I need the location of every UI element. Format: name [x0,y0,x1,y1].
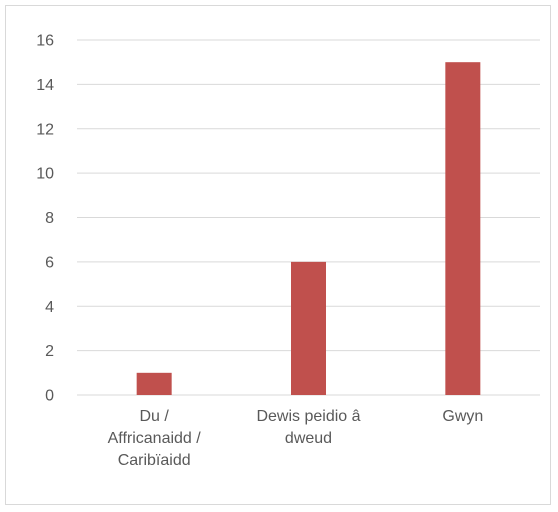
x-category-label: dweud [285,430,332,447]
x-category-label: Gwyn [442,408,483,425]
y-tick-label: 16 [36,33,54,50]
y-tick-label: 12 [36,121,54,138]
y-tick-label: 8 [45,210,54,227]
x-category-label: Du / [139,408,169,425]
x-category-label: Dewis peidio â [256,408,360,425]
x-category-label: Affricanaidd / [108,430,202,447]
bar [445,62,481,395]
x-category-label: Caribïaidd [118,452,191,469]
y-tick-label: 0 [45,388,54,405]
y-tick-label: 4 [45,299,54,316]
bar [291,261,326,395]
y-tick-label: 6 [45,254,54,271]
y-tick-label: 14 [36,77,54,94]
y-tick-label: 10 [36,166,54,183]
bar [136,372,172,395]
y-tick-label: 2 [45,343,54,360]
